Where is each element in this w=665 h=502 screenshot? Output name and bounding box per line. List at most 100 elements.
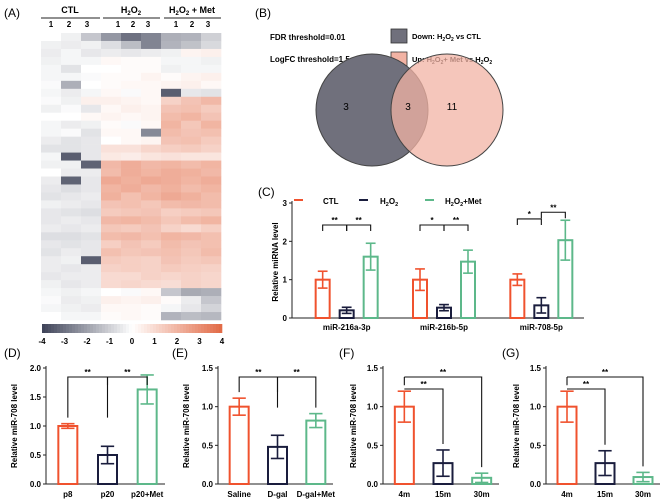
heatmap-cell <box>181 40 202 50</box>
significance-label: * <box>430 216 434 225</box>
heatmap-cell <box>201 280 222 289</box>
heatmap-cell <box>121 168 142 177</box>
heatmap-cell <box>181 248 202 257</box>
heatmap-cell <box>181 264 202 273</box>
heatmap-cell <box>201 168 222 177</box>
heatmap-cell <box>41 304 62 313</box>
color-scale-segment <box>180 324 184 333</box>
heatmap-cell <box>201 224 222 233</box>
heatmap-cell <box>121 272 142 281</box>
heatmap-cell <box>61 136 82 145</box>
heatmap-replicate-label: 2 <box>131 20 136 29</box>
heatmap-cell <box>101 296 122 305</box>
heatmap-cell <box>41 248 62 257</box>
color-scale-segment <box>153 324 157 333</box>
heatmap-group-h2o2-met: H2O2 + Met <box>169 5 215 17</box>
heatmap-cell <box>81 240 102 249</box>
heatmap-cell <box>61 192 82 201</box>
heatmap-cell <box>161 80 182 90</box>
significance-label: ** <box>440 368 447 377</box>
heatmap-cell <box>141 128 162 137</box>
color-scale-tick: 4 <box>220 337 225 346</box>
color-scale-segment <box>111 324 115 333</box>
heatmap-cell <box>201 256 222 265</box>
heatmap-cell <box>101 280 122 289</box>
color-scale-tick: -4 <box>38 337 46 346</box>
legend-label-ctl: CTL <box>323 197 339 206</box>
heatmap-cell <box>41 192 62 201</box>
heatmap-cell <box>161 208 182 217</box>
heatmap-cell <box>61 296 82 305</box>
heatmap-cell <box>201 33 222 42</box>
heatmap-cell <box>41 128 62 137</box>
heatmap-cell <box>101 120 122 129</box>
heatmap-cell <box>101 224 122 233</box>
significance-bracket <box>540 211 566 219</box>
heatmap-cell <box>141 40 162 50</box>
color-scale-segment <box>54 324 58 333</box>
color-scale-tick: -3 <box>61 337 69 346</box>
heatmap-cell <box>161 112 182 121</box>
heatmap-cell <box>141 216 162 225</box>
significance-bracket <box>238 376 279 393</box>
heatmap-cell <box>101 80 122 90</box>
x-tick-label: 4m <box>561 490 573 499</box>
heatmap-cell <box>101 160 122 169</box>
heatmap-cell <box>161 56 182 66</box>
color-scale-segment <box>141 324 145 333</box>
heatmap-cell <box>61 104 82 114</box>
heatmap-cell <box>61 152 82 161</box>
heatmap-cell <box>141 312 162 321</box>
x-tick-label: p20 <box>101 490 115 499</box>
color-scale-segment <box>72 324 76 333</box>
color-scale-segment <box>189 324 193 333</box>
heatmap-cell <box>161 136 182 145</box>
color-scale-tick: 0 <box>130 337 135 346</box>
heatmap-cell <box>41 280 62 289</box>
heatmap-cell <box>81 304 102 313</box>
significance-bracket <box>566 377 606 445</box>
color-scale-segment <box>204 324 208 333</box>
heatmap-cell <box>121 248 142 257</box>
heatmap-cell <box>81 88 102 98</box>
heatmap-cell <box>101 192 122 201</box>
heatmap-cell <box>41 136 62 145</box>
heatmap-cell <box>121 224 142 233</box>
heatmap-cell <box>101 33 122 42</box>
heatmap-cell <box>161 192 182 201</box>
heatmap-cell <box>101 152 122 161</box>
heatmap-cell <box>41 176 62 185</box>
significance-bracket <box>419 224 445 231</box>
color-scale-segment <box>114 324 118 333</box>
color-scale-segment <box>186 324 190 333</box>
color-scale-segment <box>216 324 220 333</box>
heatmap-cell <box>141 80 162 90</box>
color-scale-segment <box>75 324 79 333</box>
heatmap-cell <box>161 48 182 58</box>
heatmap-cell <box>101 168 122 177</box>
heatmap-cell <box>161 184 182 193</box>
heatmap-cell <box>61 240 82 249</box>
heatmap-cell <box>41 312 62 321</box>
heatmap-cell <box>161 232 182 241</box>
heatmap-cell <box>61 80 82 90</box>
heatmap-cell <box>81 112 102 121</box>
heatmap-cell <box>101 200 122 209</box>
heatmap-replicate-labels: 1 2 3 1 2 3 1 2 3 <box>49 20 211 29</box>
heatmap-cell <box>181 192 202 201</box>
x-tick-label: miR-216a-3p <box>323 323 371 332</box>
heatmap-cell <box>181 136 202 145</box>
heatmap-cell <box>61 96 82 106</box>
heatmap-cell <box>201 248 222 257</box>
heatmap-cell <box>181 120 202 129</box>
heatmap-cell <box>161 288 182 297</box>
heatmap-cell <box>161 152 182 161</box>
heatmap-cell <box>101 136 122 145</box>
bar <box>57 425 79 485</box>
color-scale-segment <box>108 324 112 333</box>
heatmap-cell <box>181 128 202 137</box>
heatmap-cell <box>101 128 122 137</box>
heatmap-cell <box>161 88 182 98</box>
heatmap-cell <box>201 160 222 169</box>
color-scale-segment <box>147 324 151 333</box>
